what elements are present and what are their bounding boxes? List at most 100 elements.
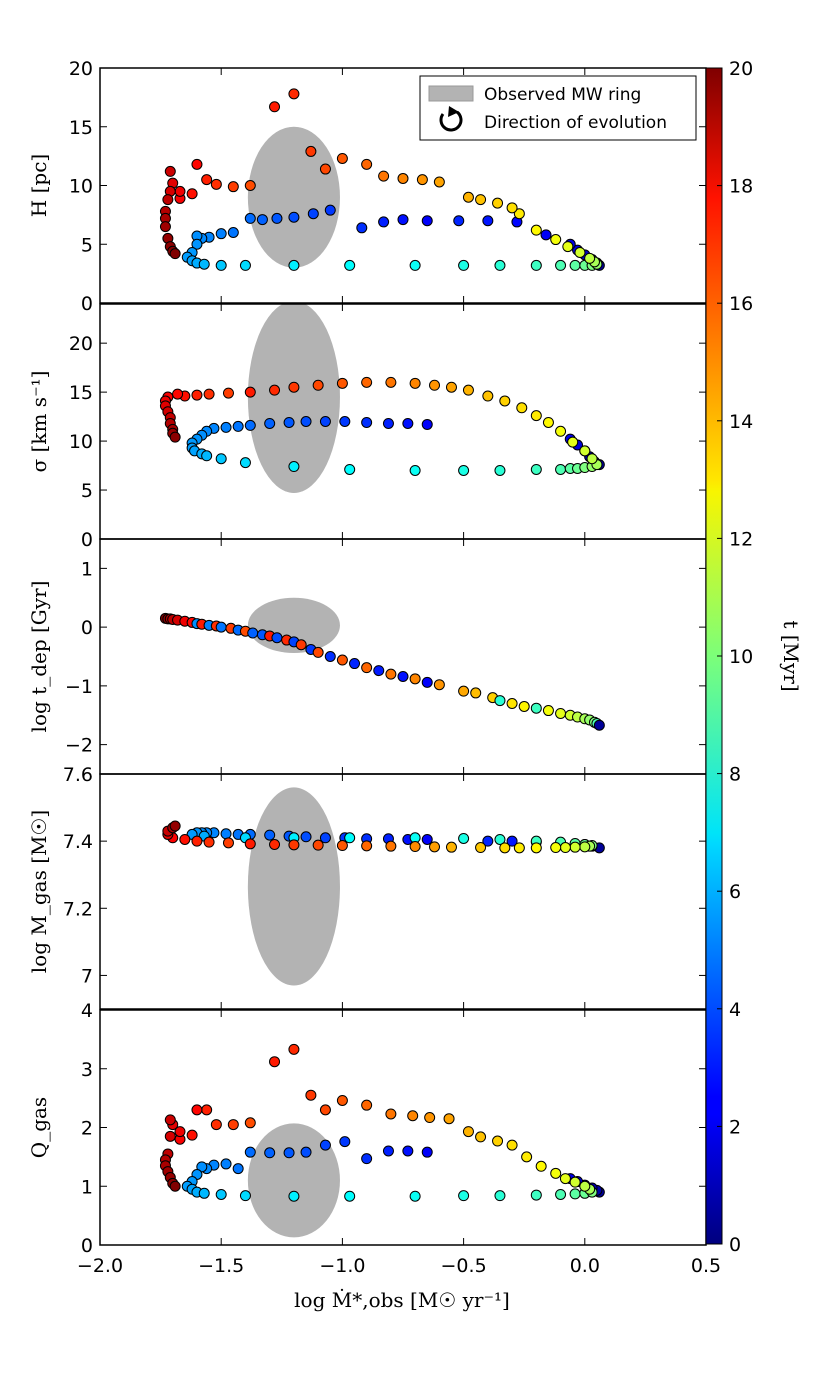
data-point bbox=[349, 658, 361, 670]
data-point bbox=[174, 185, 186, 197]
data-point bbox=[482, 835, 494, 847]
data-point bbox=[283, 416, 295, 428]
data-point bbox=[222, 387, 234, 399]
data-point bbox=[169, 431, 181, 443]
data-point bbox=[475, 194, 487, 206]
data-point bbox=[421, 833, 433, 845]
data-point bbox=[453, 215, 465, 227]
data-point bbox=[462, 191, 474, 203]
data-point bbox=[215, 259, 227, 271]
y-tick-label: 0 bbox=[81, 617, 93, 639]
legend-ellipse-swatch bbox=[428, 85, 474, 102]
data-point bbox=[324, 204, 336, 216]
legend: Observed MW ring Direction of evolution bbox=[419, 75, 697, 141]
data-point bbox=[559, 1173, 571, 1185]
x-tick-label: 0.5 bbox=[691, 1255, 721, 1277]
data-point bbox=[569, 1176, 581, 1188]
data-point bbox=[416, 174, 428, 186]
data-point bbox=[339, 1136, 351, 1148]
data-point bbox=[530, 842, 542, 854]
data-point bbox=[569, 1188, 581, 1200]
data-point bbox=[382, 417, 394, 429]
data-point bbox=[567, 436, 579, 448]
data-point bbox=[513, 208, 525, 220]
data-point bbox=[385, 1108, 397, 1120]
data-point bbox=[172, 388, 184, 400]
data-point bbox=[288, 461, 300, 473]
data-point bbox=[220, 421, 232, 433]
y-tick-label: 1 bbox=[81, 558, 93, 580]
data-point bbox=[559, 842, 571, 854]
y-tick-label: 5 bbox=[81, 234, 93, 256]
data-point bbox=[244, 212, 256, 224]
observed-mw-ring-ellipse bbox=[247, 787, 340, 986]
colorbar-tick-label: 10 bbox=[729, 646, 753, 668]
panel-frame bbox=[99, 773, 707, 1010]
data-point bbox=[402, 1145, 414, 1157]
data-point bbox=[203, 836, 215, 848]
data-point bbox=[361, 158, 373, 170]
colorbar-label: t [Myr] bbox=[779, 620, 803, 691]
data-point bbox=[494, 259, 506, 271]
colorbar-tick-label: 14 bbox=[729, 411, 753, 433]
data-point bbox=[361, 1153, 373, 1165]
data-point bbox=[201, 174, 213, 186]
data-point bbox=[569, 259, 581, 271]
panel-Mgas: 7 7.2 7.4 7.6 log M_gas [M☉] bbox=[27, 764, 707, 1010]
data-point bbox=[397, 670, 409, 682]
data-point bbox=[530, 224, 542, 236]
data-point bbox=[244, 386, 256, 398]
data-point bbox=[530, 702, 542, 714]
data-point bbox=[569, 841, 581, 853]
y-tick-label: 7 bbox=[81, 965, 93, 987]
x-tick-label: 0.0 bbox=[570, 1255, 600, 1277]
data-point bbox=[555, 259, 567, 271]
y-tick-label: −2 bbox=[65, 735, 93, 757]
data-point bbox=[210, 178, 222, 190]
data-point bbox=[232, 1163, 244, 1175]
data-point bbox=[499, 842, 511, 854]
data-point bbox=[542, 416, 554, 428]
data-point bbox=[344, 259, 356, 271]
observed-mw-ring-ellipse bbox=[247, 304, 340, 493]
data-point bbox=[186, 1129, 198, 1141]
data-point bbox=[462, 1126, 474, 1138]
data-point bbox=[344, 832, 356, 844]
data-point bbox=[319, 832, 331, 844]
data-point bbox=[530, 259, 542, 271]
data-point bbox=[215, 453, 227, 465]
data-point bbox=[433, 176, 445, 188]
y-axis-label-tdep: log t_dep [Gyr] bbox=[27, 581, 51, 733]
data-point bbox=[385, 668, 397, 680]
data-point bbox=[499, 395, 511, 407]
data-point bbox=[579, 445, 591, 457]
colorbar-tick-label: 6 bbox=[729, 881, 741, 903]
data-point bbox=[470, 687, 482, 699]
data-point bbox=[458, 685, 470, 697]
data-point bbox=[443, 1113, 455, 1125]
data-point bbox=[201, 450, 213, 462]
x-axis-label: log Ṁ*,obs [M☉ yr⁻¹] bbox=[294, 1288, 510, 1312]
y-tick-label: 15 bbox=[69, 117, 93, 139]
data-point bbox=[288, 88, 300, 100]
data-point bbox=[361, 1099, 373, 1111]
data-point bbox=[222, 837, 234, 849]
data-point bbox=[421, 676, 433, 688]
data-point bbox=[336, 1094, 348, 1106]
data-point bbox=[361, 416, 373, 428]
data-point bbox=[361, 376, 373, 388]
data-point bbox=[300, 831, 312, 843]
data-point bbox=[305, 1089, 317, 1101]
data-point bbox=[586, 453, 598, 465]
data-point bbox=[397, 214, 409, 226]
data-point bbox=[339, 416, 351, 427]
data-point bbox=[492, 197, 504, 209]
panel-tdep: −2 −1 0 1 log t_dep [Gyr] bbox=[27, 538, 707, 775]
data-point bbox=[191, 835, 203, 847]
data-point bbox=[244, 1146, 256, 1158]
data-point bbox=[458, 464, 470, 476]
data-point bbox=[458, 1190, 470, 1202]
data-point bbox=[378, 170, 390, 182]
data-point bbox=[382, 1145, 394, 1157]
